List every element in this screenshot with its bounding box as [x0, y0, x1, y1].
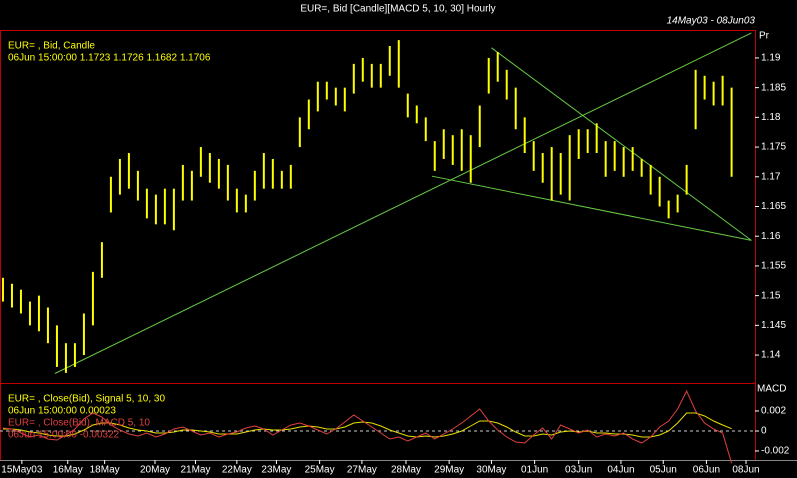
x-tick-label: 16May [53, 465, 83, 476]
y-tick-label: -0.002 [761, 446, 790, 457]
x-tick-label: 27May [347, 465, 377, 476]
y-tick-label: 0.002 [761, 406, 786, 417]
y-tick-label: 0 [761, 426, 767, 437]
x-tick-label: 05Jun [650, 465, 677, 476]
x-tick-label: 20May [140, 465, 170, 476]
legend-entry: EUR= , Close(Bid), MACD 5, 10 [8, 418, 150, 429]
x-tick-label: 04Jun [607, 465, 634, 476]
y-tick-label: 1.16 [761, 231, 781, 242]
x-tick-label: 25May [305, 465, 335, 476]
x-tick-label: 28May [391, 465, 421, 476]
y-tick-label: 1.185 [761, 82, 786, 93]
legend-entry: EUR= , Close(Bid), Signal 5, 10, 30 [8, 394, 165, 405]
y-tick-label: 1.18 [761, 112, 781, 123]
x-tick-label: 06Jun [693, 465, 720, 476]
y-tick-label: 1.175 [761, 142, 786, 153]
x-tick-label: 08Jun [732, 465, 759, 476]
x-tick-label: 18May [90, 465, 120, 476]
x-tick-label: 21May [180, 465, 210, 476]
y-tick-label: 1.145 [761, 320, 786, 331]
trendline [491, 47, 752, 241]
trendline [54, 32, 752, 374]
legend-line: 06Jun 15:00:00 1.1723 1.1726 1.1682 1.17… [8, 53, 211, 64]
trendline [431, 175, 752, 241]
x-tick-label: 15May03 [1, 465, 43, 476]
x-tick-label: 01Jun [521, 465, 548, 476]
x-tick-label: 03Jun [565, 465, 592, 476]
legend-value: 06Jun 15:00:00 -0.00322 [8, 430, 120, 441]
legend-value: 06Jun 15:00:00 0.00023 [8, 406, 116, 417]
x-tick-label: 30May [476, 465, 506, 476]
series-line [2, 389, 733, 464]
x-tick-label: 22May [222, 465, 252, 476]
series-line [2, 412, 732, 438]
x-tick-label: 29May [434, 465, 464, 476]
y-tick-label: 1.15 [761, 290, 781, 301]
macd-axis-label: MACD [757, 384, 786, 395]
date-range: 14May03 - 08Jun03 [667, 16, 756, 27]
x-tick-label: 23May [261, 465, 291, 476]
y-tick-label: 1.14 [761, 350, 781, 361]
y-tick-label: 1.165 [761, 201, 786, 212]
y-tick-label: 1.17 [761, 171, 781, 182]
chart-title: EUR=, Bid [Candle][MACD 5, 10, 30] Hourl… [300, 4, 495, 15]
legend-line: EUR= , Bid, Candle [8, 41, 95, 52]
y-tick-label: 1.155 [761, 261, 786, 272]
price-axis-label: Pr [759, 31, 770, 42]
y-tick-label: 1.19 [761, 53, 781, 64]
